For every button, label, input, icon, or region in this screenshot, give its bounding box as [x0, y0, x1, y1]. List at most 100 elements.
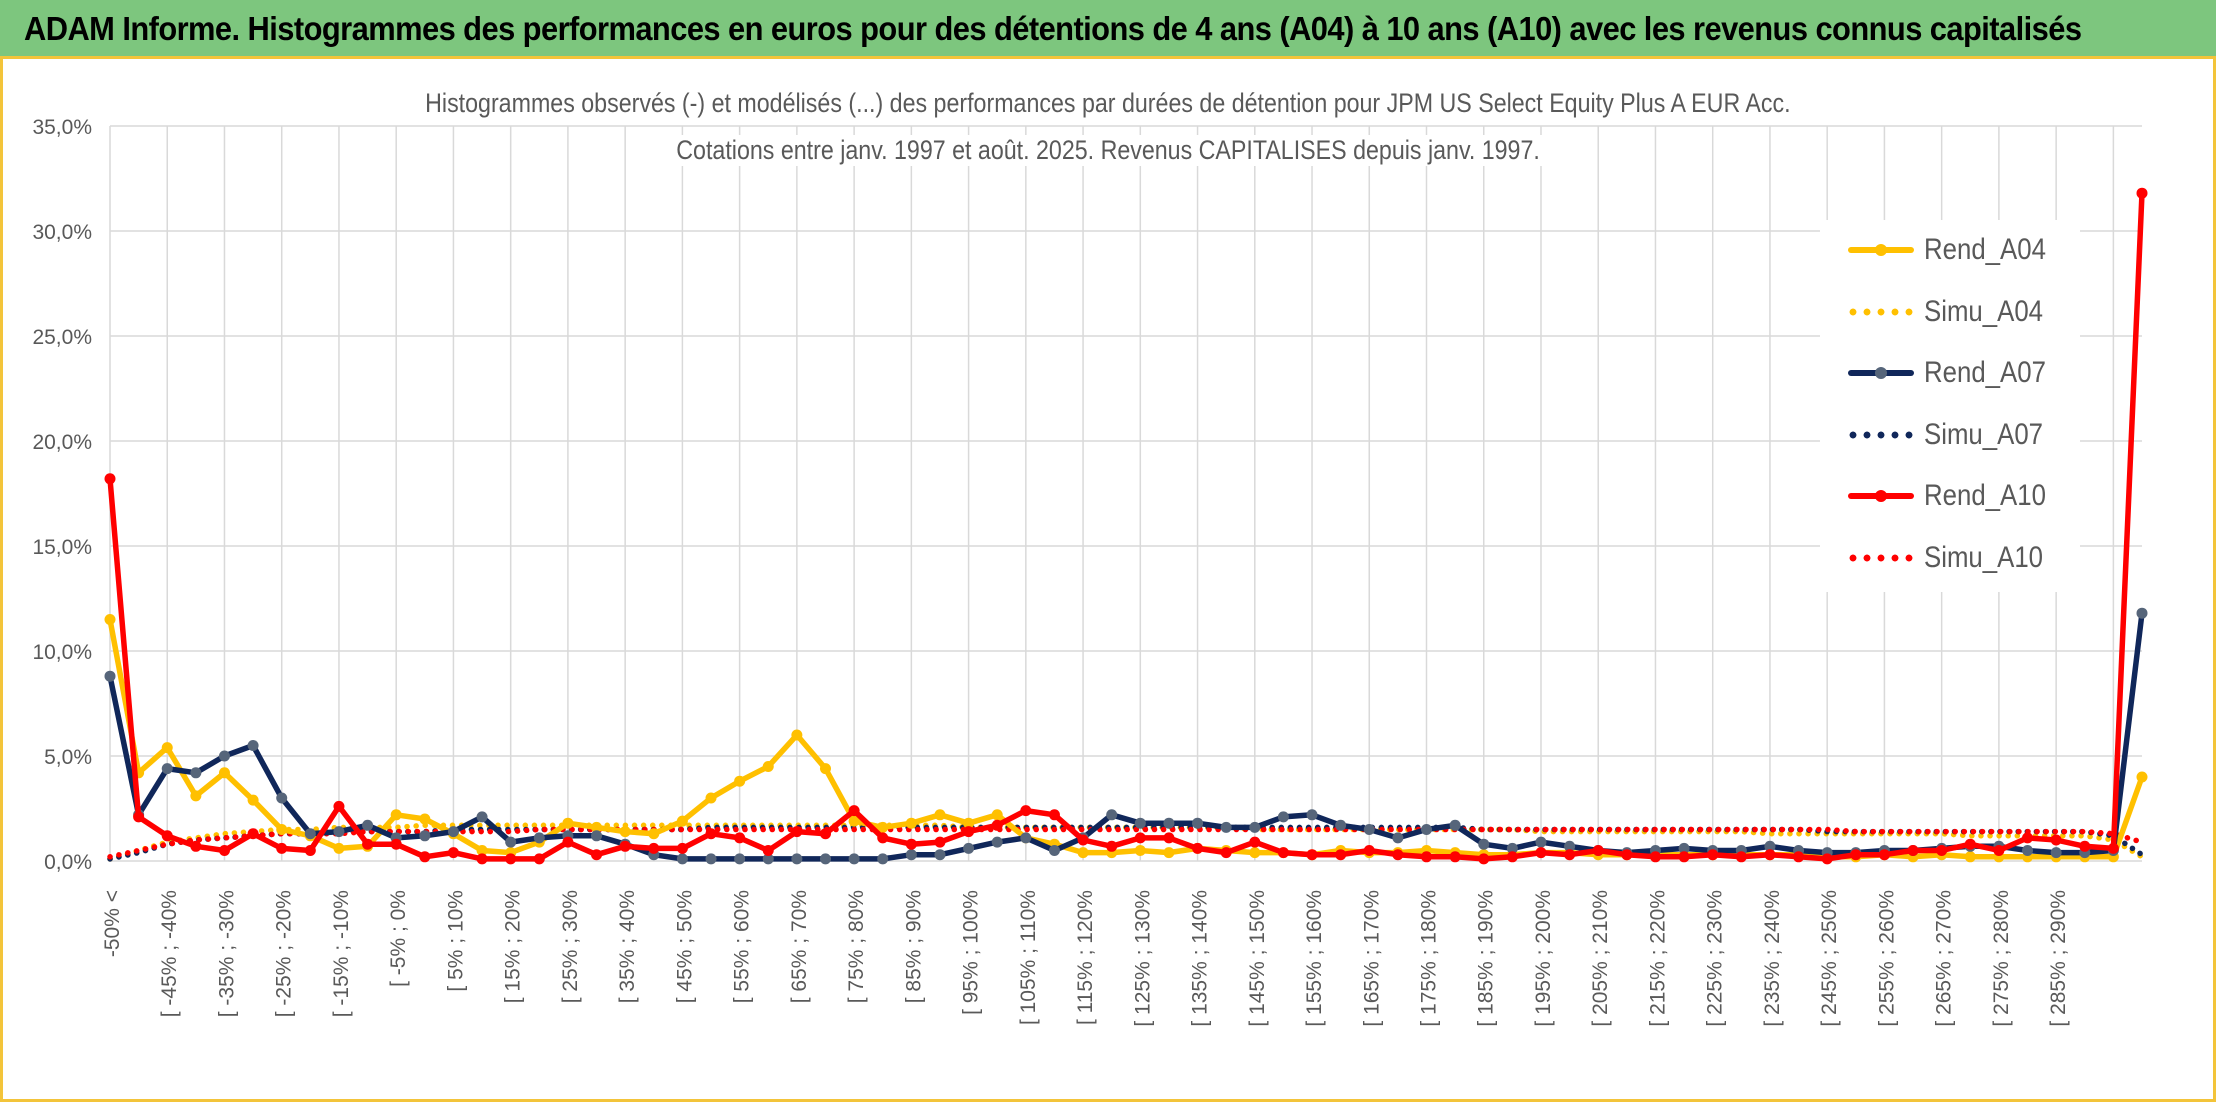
y-tick-label: 25,0% — [32, 326, 92, 349]
data-point — [1220, 821, 1232, 833]
legend-item: Rend_A04 — [1848, 230, 2066, 270]
data-point — [2022, 832, 2034, 844]
series-line — [107, 826, 2145, 860]
data-point — [819, 828, 831, 840]
data-point — [362, 819, 374, 831]
chart-subtitle: Cotations entre janv. 1997 et août. 2025… — [0, 135, 2216, 166]
data-point — [476, 811, 488, 823]
data-point — [1392, 849, 1404, 861]
data-point — [247, 794, 259, 806]
data-point — [591, 849, 603, 861]
data-point — [705, 828, 717, 840]
data-point — [1506, 851, 1518, 863]
x-tick-label: [ 115% ; 120% — [1074, 890, 1097, 1025]
page-title: ADAM Informe. Histogrammes des performan… — [24, 10, 2082, 47]
series-line — [107, 612, 2145, 862]
data-point — [991, 809, 1003, 821]
data-point — [734, 832, 746, 844]
data-point — [419, 851, 431, 863]
data-point — [276, 842, 288, 854]
data-point — [218, 750, 230, 762]
data-point — [276, 824, 288, 835]
data-point — [1106, 840, 1118, 852]
data-point — [1421, 851, 1433, 863]
data-point — [133, 811, 145, 823]
x-tick-label: [ 15% ; 20% — [502, 890, 525, 1003]
x-tick-label: [ -15% ; -10% — [330, 890, 353, 1017]
data-point — [1335, 849, 1347, 861]
legend-swatch — [1848, 427, 1914, 443]
data-point — [1277, 847, 1289, 859]
x-tick-label: [ 55% ; 60% — [731, 890, 754, 1003]
data-point — [161, 763, 173, 775]
data-point — [476, 845, 488, 856]
series-lines — [104, 187, 2148, 865]
data-point — [2022, 845, 2034, 856]
x-tick-label: [ 5% ; 10% — [444, 890, 467, 992]
data-point — [362, 838, 374, 850]
data-point — [1048, 845, 1060, 856]
data-point — [476, 853, 488, 865]
data-point — [1506, 842, 1518, 854]
data-point — [1449, 819, 1461, 831]
data-point — [533, 832, 545, 844]
data-point — [218, 845, 230, 856]
x-tick-label: [ -35% ; -30% — [215, 890, 238, 1017]
legend-item: Simu_A10 — [1848, 538, 2062, 578]
data-point — [190, 840, 202, 852]
x-tick-label: [ 165% ; 170% — [1360, 890, 1383, 1027]
legend-item: Simu_A07 — [1848, 415, 2062, 455]
x-tick-label: -50% < — [101, 890, 124, 957]
legend-swatch — [1848, 242, 1914, 258]
data-point — [1249, 847, 1261, 859]
x-tick-label: [ 35% ; 40% — [616, 890, 639, 1003]
data-point — [905, 849, 917, 861]
chart-legend: Rend_A04 Simu_A04 Rend_A07 Simu_A07 Rend_A10… — [1820, 220, 2080, 592]
data-point — [1678, 851, 1690, 863]
data-point — [2050, 834, 2062, 846]
x-tick-label: [ 125% ; 130% — [1131, 890, 1154, 1027]
x-tick-label: [ 25% ; 30% — [559, 890, 582, 1003]
x-tick-label: [ 145% ; 150% — [1246, 890, 1269, 1027]
data-point — [104, 614, 116, 625]
data-point — [619, 826, 631, 838]
legend-label: Simu_A07 — [1924, 417, 2044, 451]
data-point — [390, 809, 402, 821]
data-point — [104, 473, 116, 485]
data-point — [1192, 817, 1204, 829]
data-point — [791, 853, 803, 865]
data-point — [390, 838, 402, 850]
data-point — [2136, 187, 2148, 199]
data-point — [848, 805, 860, 817]
x-tick-label: [ 195% ; 200% — [1532, 890, 1555, 1027]
y-tick-label: 0,0% — [44, 851, 92, 874]
data-point — [1363, 845, 1375, 856]
data-point — [247, 740, 259, 751]
data-point — [333, 826, 345, 838]
data-point — [934, 849, 946, 861]
data-point — [2136, 607, 2148, 619]
data-point — [877, 832, 889, 844]
data-point — [1764, 840, 1776, 852]
data-point — [505, 853, 517, 865]
data-point — [1020, 832, 1032, 844]
data-point — [705, 853, 717, 865]
data-point — [1707, 849, 1719, 861]
data-point — [819, 763, 831, 775]
legend-item: Rend_A07 — [1848, 353, 2066, 393]
legend-label: Rend_A04 — [1924, 233, 2046, 266]
data-point — [1220, 847, 1232, 859]
data-point — [676, 853, 688, 865]
legend-item: Rend_A10 — [1848, 476, 2066, 516]
data-point — [190, 790, 202, 802]
x-tick-label: [ 215% ; 220% — [1646, 890, 1669, 1027]
data-point — [676, 815, 688, 827]
x-tick-label: [ 175% ; 180% — [1418, 890, 1441, 1027]
data-point — [1134, 817, 1146, 829]
data-point — [1678, 842, 1690, 854]
x-tick-label: [ 155% ; 160% — [1303, 890, 1326, 1027]
data-point — [562, 817, 574, 829]
data-point — [1478, 838, 1490, 850]
data-point — [2136, 771, 2148, 783]
y-tick-label: 20,0% — [32, 431, 92, 454]
